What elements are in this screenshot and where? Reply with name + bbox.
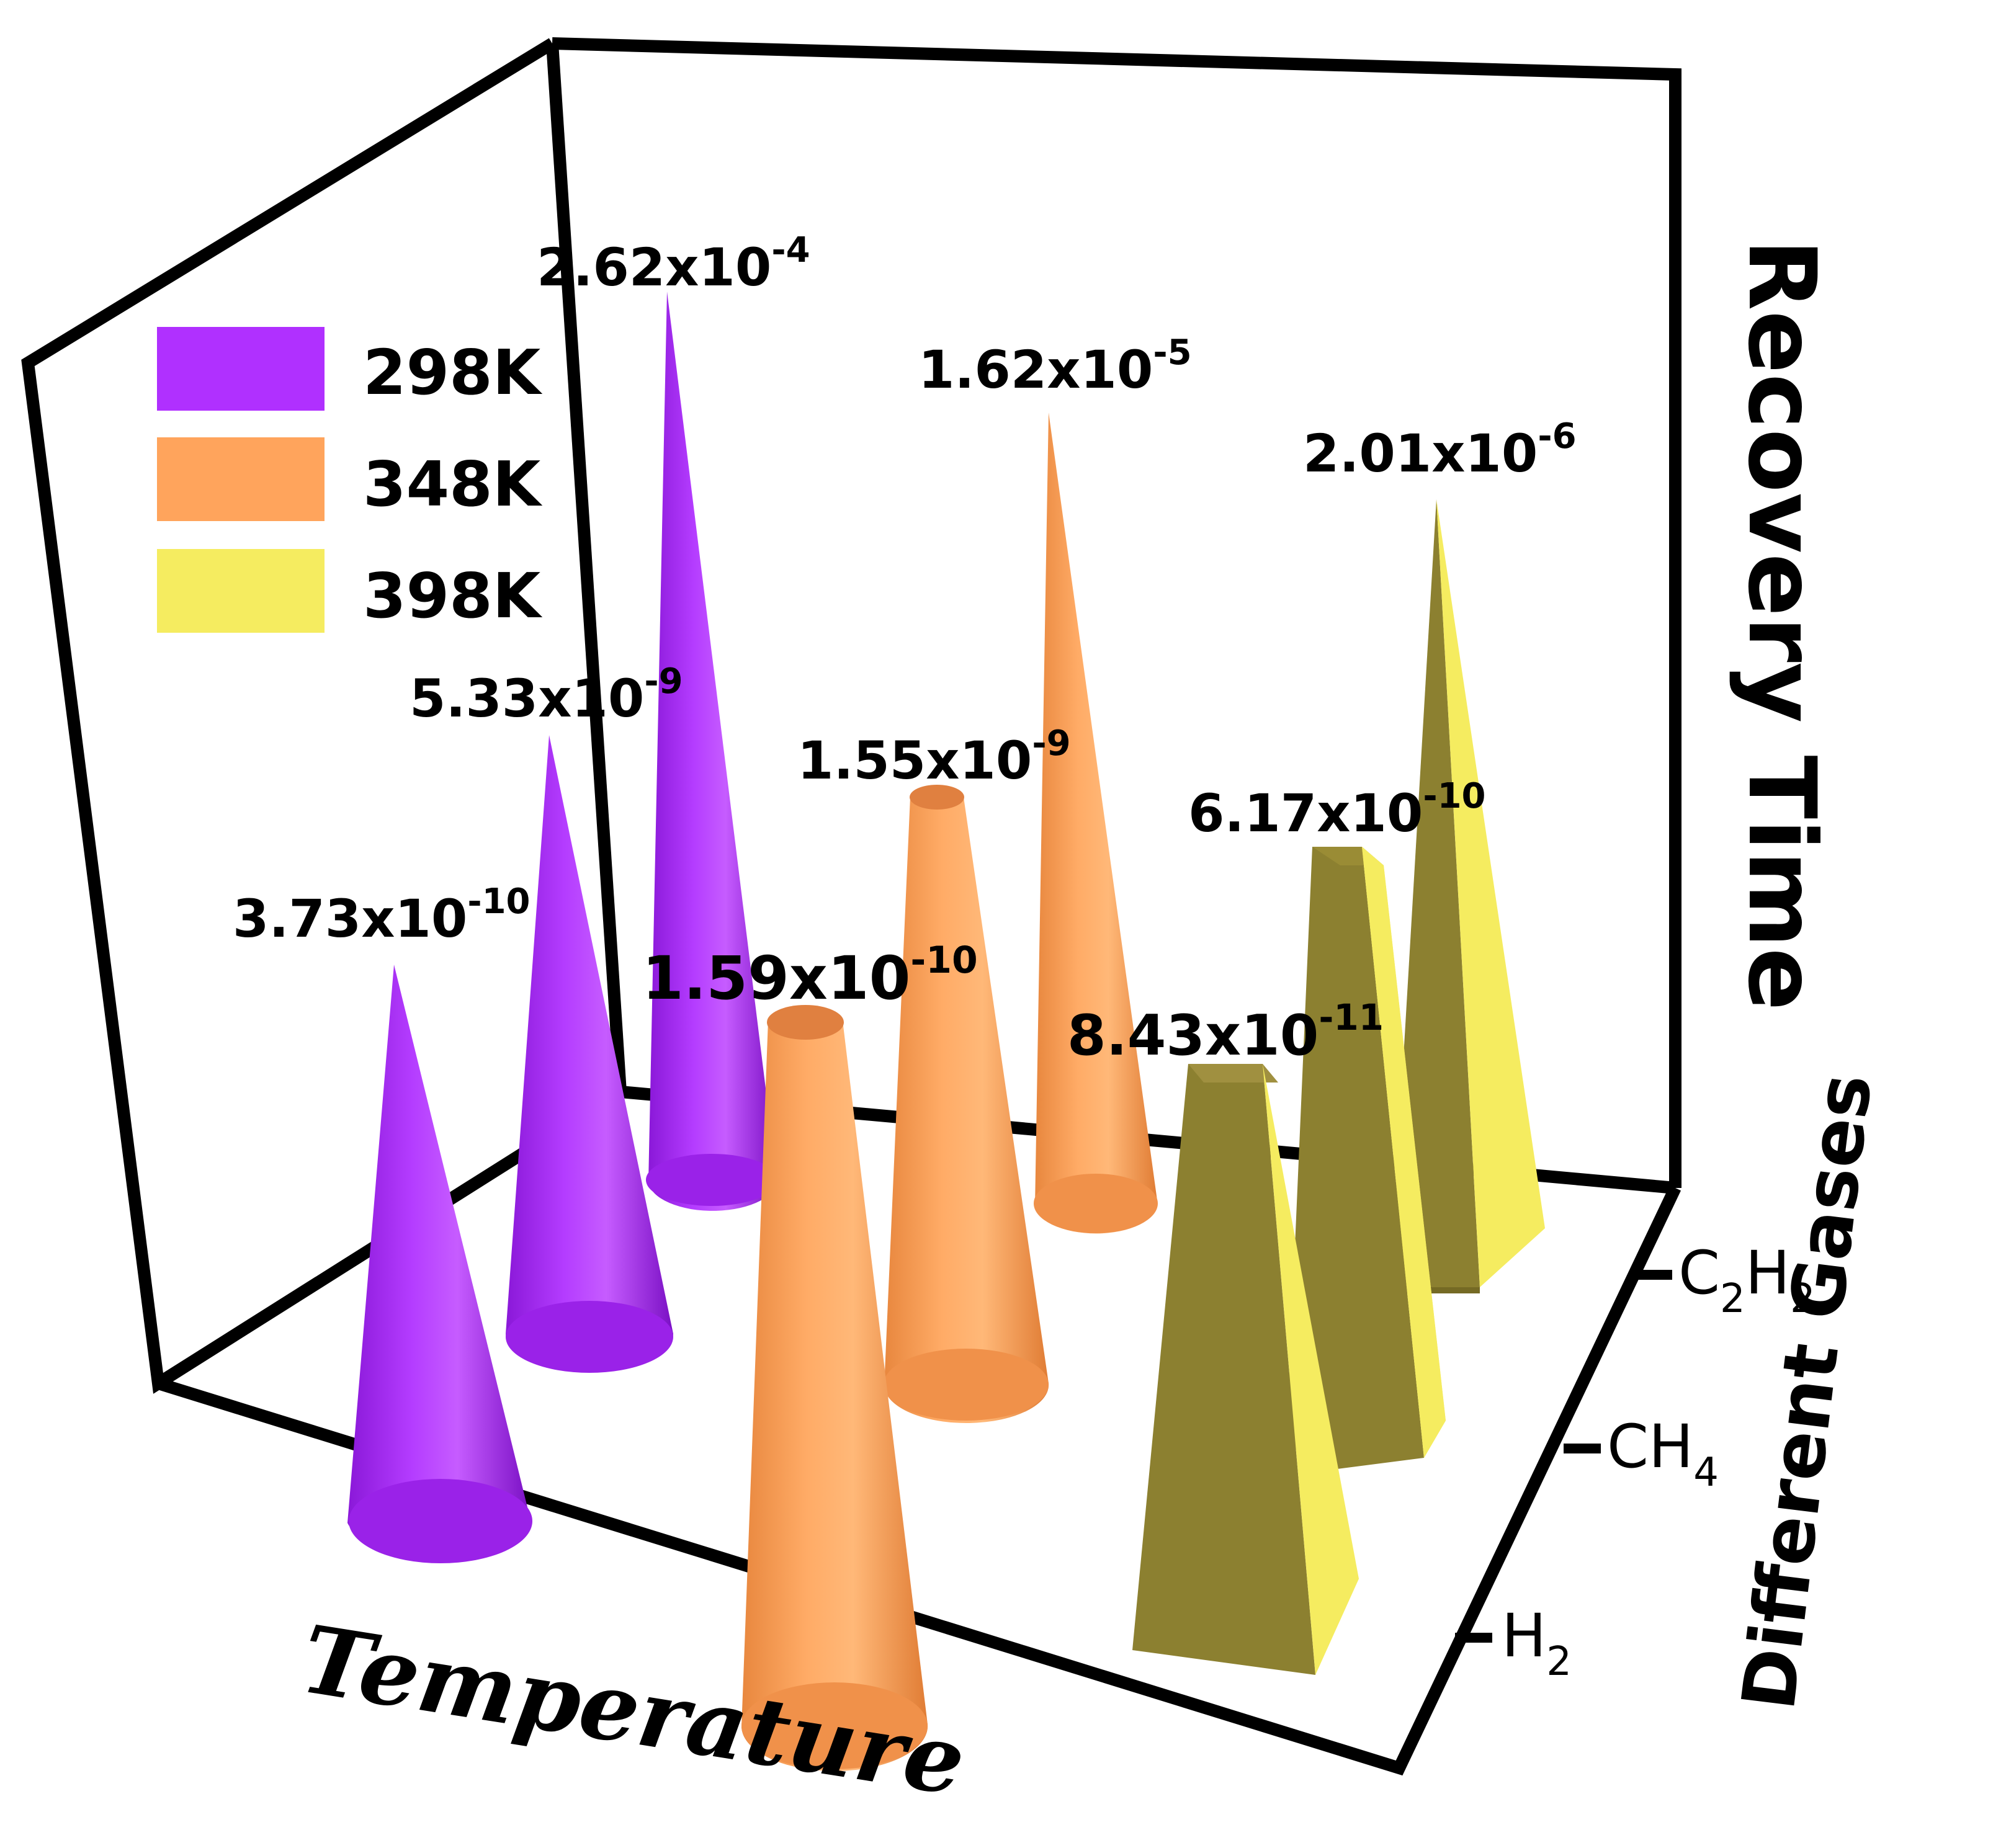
bar-348k-c2h2 — [1034, 413, 1158, 1234]
bar-298k-c2h2 — [646, 292, 777, 1211]
gas-axis-ticks — [1455, 1270, 1672, 1643]
label-298k-h2: 3.73x10-10 — [233, 882, 531, 949]
label-348k-ch4: 1.55x10-9 — [797, 723, 1071, 791]
z-axis-title: Recovery Time — [1727, 239, 1835, 1011]
label-398k-ch4: 6.17x10-10 — [1188, 776, 1486, 844]
label-398k-c2h2: 2.01x10-6 — [1303, 416, 1577, 484]
data-labels: 2.62x10-4 1.62x10-5 2.01x10-6 5.33x10-9 … — [233, 230, 1577, 1068]
label-348k-c2h2: 1.62x10-5 — [918, 333, 1192, 400]
label-298k-c2h2: 2.62x10-4 — [537, 230, 810, 298]
back-wall — [552, 37, 1681, 1188]
gas-label-ch4: CH4 — [1607, 1412, 1719, 1496]
gas-label-c2h2: C2H2 — [1678, 1238, 1816, 1322]
bar-348k-ch4 — [884, 785, 1049, 1424]
legend-label-348k: 348K — [363, 448, 543, 520]
bar-298k-ch4 — [506, 735, 673, 1373]
bar-298k-h2 — [347, 965, 532, 1563]
legend-label-298k: 298K — [363, 336, 543, 409]
legend-swatch-298k — [157, 327, 325, 411]
bar-398k-h2 — [1132, 1064, 1359, 1675]
y-axis-title: Different Gases — [1726, 1069, 1889, 1715]
label-348k-h2: 1.59x10-10 — [642, 939, 978, 1013]
legend: 298K 348K 398K — [157, 327, 543, 633]
label-298k-ch4: 5.33x10-9 — [410, 661, 683, 729]
gas-label-h2: H2 — [1502, 1601, 1572, 1685]
label-398k-h2: 8.43x10-11 — [1067, 996, 1384, 1068]
legend-swatch-348k — [157, 437, 325, 521]
bar-398k-ch4 — [1286, 847, 1446, 1469]
bar-348k-h2 — [741, 1005, 928, 1771]
back-left-vertical — [546, 43, 627, 1092]
bars — [347, 292, 1545, 1771]
legend-label-398k: 398K — [363, 560, 543, 632]
legend-swatch-398k — [157, 549, 325, 633]
floor-front-edge — [156, 1185, 1681, 1776]
